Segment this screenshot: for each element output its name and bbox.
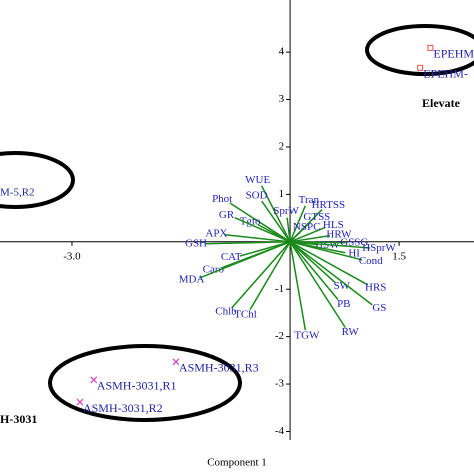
loading-label: HRTSS — [312, 199, 346, 211]
score-label: EPEHM- — [433, 47, 474, 61]
loading-label: APX — [205, 228, 227, 240]
loading-vector — [289, 241, 336, 284]
loading-label: Caro — [203, 264, 225, 276]
loading-label: Phot — [212, 193, 232, 205]
score-point — [172, 358, 180, 366]
score-point — [90, 376, 98, 384]
annotation: H-3031 — [0, 412, 37, 426]
loading-vector — [286, 217, 291, 242]
loading-vector — [289, 241, 346, 329]
group-ellipse — [365, 24, 474, 76]
y-tick-label: -3 — [275, 378, 285, 390]
x-axis-label: Component 1 — [207, 457, 267, 469]
loading-label: HLS — [323, 219, 344, 231]
loading-label: TChl — [234, 308, 257, 320]
loading-label: WUE — [245, 174, 270, 186]
loading-label: SprW — [273, 205, 299, 217]
loading-vector — [289, 205, 307, 243]
loading-vector — [239, 241, 291, 257]
y-tick-label: 3 — [279, 93, 285, 105]
loading-label: TGW — [294, 329, 320, 341]
y-tick-label: -4 — [275, 425, 285, 437]
loading-label: GSSG — [340, 236, 368, 248]
y-tick-label: -2 — [275, 330, 284, 342]
loading-label: Chlb — [215, 306, 237, 318]
loading-label: CAT — [221, 251, 242, 263]
annotation: M-5,R2 — [0, 187, 35, 199]
loading-vector — [289, 241, 307, 331]
loading-label: RW — [342, 326, 360, 338]
score-point — [76, 398, 84, 406]
y-tick-label: 2 — [279, 141, 285, 153]
loading-label: GS — [372, 302, 386, 314]
loading-label: HRW — [326, 228, 352, 240]
group-ellipse — [0, 151, 75, 209]
loading-label: NSPC — [293, 221, 321, 233]
loading-label: Tran — [299, 194, 320, 206]
loading-vector — [229, 202, 291, 243]
score-point — [417, 64, 424, 71]
loading-label: Cond — [359, 255, 383, 267]
loading-vector — [289, 241, 373, 306]
y-tick-label: -1 — [275, 283, 284, 295]
score-label: ASMH-3031,R2 — [83, 401, 163, 415]
loading-label: GSH — [185, 237, 207, 249]
loading-vector — [290, 241, 371, 249]
loading-vector — [261, 200, 291, 243]
loading-label: Tgto — [240, 215, 261, 227]
loading-vector — [289, 234, 331, 243]
loading-vector — [234, 216, 291, 243]
loading-label: GR — [219, 209, 235, 221]
score-point — [427, 44, 434, 51]
loading-label: PB — [337, 298, 350, 310]
score-label: ASMH-3031,R3 — [179, 361, 259, 375]
loading-vector — [289, 226, 326, 243]
group-ellipse — [48, 344, 242, 422]
loading-label: MDA — [179, 274, 205, 286]
loading-vector — [231, 241, 291, 309]
loading-label: HSprW — [362, 242, 396, 254]
loading-label: GTSS — [303, 211, 330, 223]
loading-vector — [204, 241, 291, 245]
loading-vector — [289, 231, 301, 243]
y-tick-label: 4 — [279, 46, 285, 58]
loading-vector — [261, 185, 291, 243]
loading-vector — [199, 241, 291, 279]
loading-vector — [289, 241, 363, 261]
loading-label: HI — [348, 247, 360, 259]
loading-label: SW — [334, 280, 351, 292]
score-label: ASMH-3031,R1 — [97, 379, 177, 393]
loading-vector — [225, 233, 291, 243]
x-tick-label: 1.5 — [392, 250, 406, 262]
annotation: Elevate — [422, 96, 461, 110]
loading-vector — [289, 241, 339, 301]
loading-vector — [249, 241, 291, 310]
loading-label: SOD — [246, 190, 268, 202]
x-tick-label: -3.0 — [63, 250, 81, 262]
y-tick-label: 1 — [279, 188, 285, 200]
loading-label: HRS — [365, 281, 386, 293]
loading-vector — [289, 241, 369, 286]
score-label: EPEHM- — [423, 67, 468, 81]
